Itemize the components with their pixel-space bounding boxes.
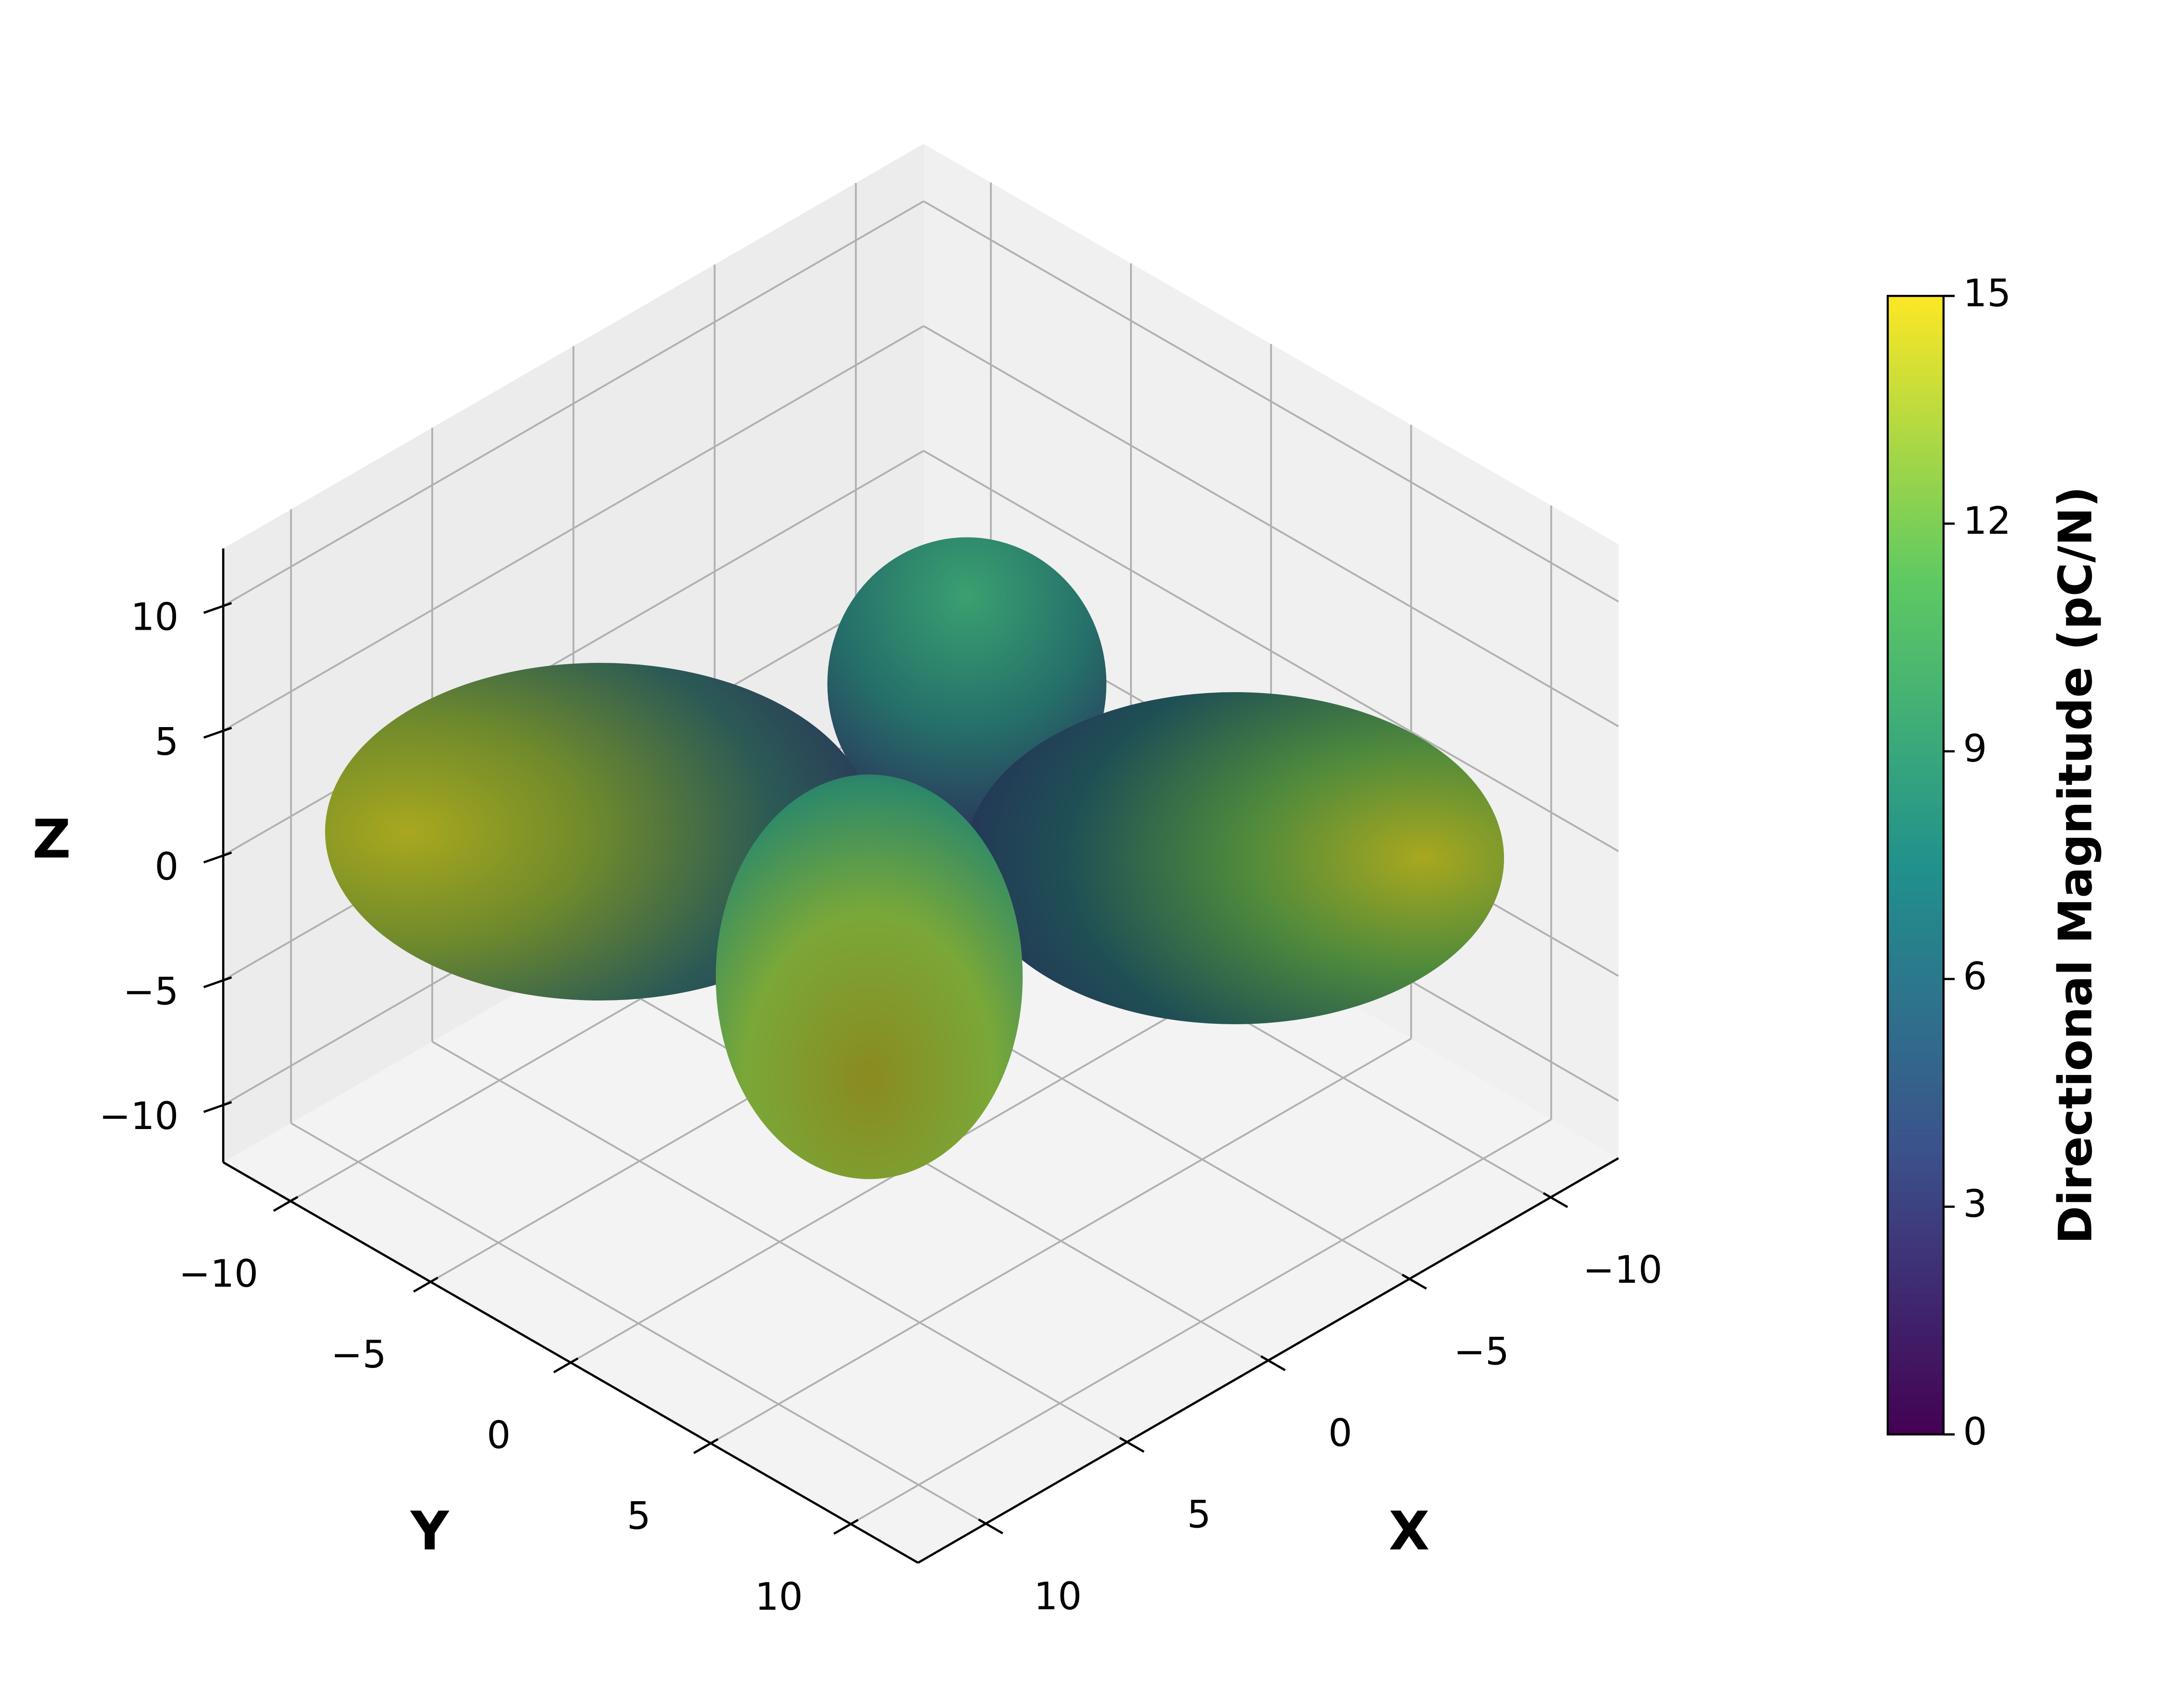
grid-line xyxy=(223,325,924,732)
z-tick-label: −5 xyxy=(123,970,178,1014)
y-tick xyxy=(273,1196,299,1212)
colorbar-label: Directional Magnitude (pC/N) xyxy=(2049,486,2103,1244)
colorbar xyxy=(1886,295,1945,1436)
x-tick-label: 10 xyxy=(1034,1575,1082,1619)
colorbar-tick-label: 12 xyxy=(1963,499,2011,543)
z-tick xyxy=(203,976,232,988)
z-axis-label: Z xyxy=(33,808,71,870)
z-tick-label: 5 xyxy=(155,721,178,764)
x-tick xyxy=(978,1518,1004,1535)
colorbar-tick-label: 9 xyxy=(1963,727,1987,771)
colorbar-tick-label: 3 xyxy=(1963,1183,1987,1226)
y-tick-label: −10 xyxy=(179,1252,259,1296)
z-tick xyxy=(203,602,232,614)
grid-line xyxy=(923,450,1619,852)
z-tick xyxy=(203,727,232,739)
x-tick xyxy=(1260,1355,1286,1371)
y-tick xyxy=(553,1357,578,1374)
colorbar-tick-label: 0 xyxy=(1963,1410,1987,1454)
lobe xyxy=(715,774,1023,1179)
x-tick-label: −5 xyxy=(1454,1330,1509,1374)
y-tick-label: 0 xyxy=(487,1414,510,1457)
grid-line xyxy=(923,325,1619,728)
y-tick-label: −5 xyxy=(331,1333,386,1377)
surface xyxy=(325,537,1504,1179)
y-axis-label: Y xyxy=(409,1500,449,1562)
x-tick-label: 0 xyxy=(1328,1411,1352,1455)
grid-line xyxy=(923,200,1619,603)
z-tick xyxy=(203,851,232,864)
y-tick xyxy=(413,1276,439,1293)
y-tick-label: 10 xyxy=(755,1575,803,1619)
grid-line xyxy=(223,200,924,607)
z-tick xyxy=(203,1101,232,1113)
x-tick xyxy=(1119,1436,1145,1453)
y-tick xyxy=(693,1438,719,1454)
z-tick-label: −10 xyxy=(99,1095,179,1138)
lobe xyxy=(965,692,1504,1024)
colorbar-tick-label: 6 xyxy=(1963,955,1987,999)
grid-line xyxy=(850,1118,1552,1525)
x-tick-label: −10 xyxy=(1583,1248,1662,1292)
y-tick-label: 5 xyxy=(627,1494,651,1538)
x-tick-label: 5 xyxy=(1187,1493,1211,1537)
x-axis-label: X xyxy=(1389,1500,1430,1562)
colorbar-tick-label: 15 xyxy=(1963,272,2011,315)
x-tick xyxy=(1543,1192,1568,1208)
z-tick-label: 10 xyxy=(131,596,179,640)
x-tick xyxy=(1402,1273,1427,1290)
axes: −10 −5 0 5 10 −10 −5 0 5 10 −10 −5 0 5 10 xyxy=(99,548,1662,1619)
y-tick xyxy=(833,1518,859,1535)
grid-line xyxy=(710,1038,1412,1444)
z-tick-label: 0 xyxy=(155,845,178,889)
